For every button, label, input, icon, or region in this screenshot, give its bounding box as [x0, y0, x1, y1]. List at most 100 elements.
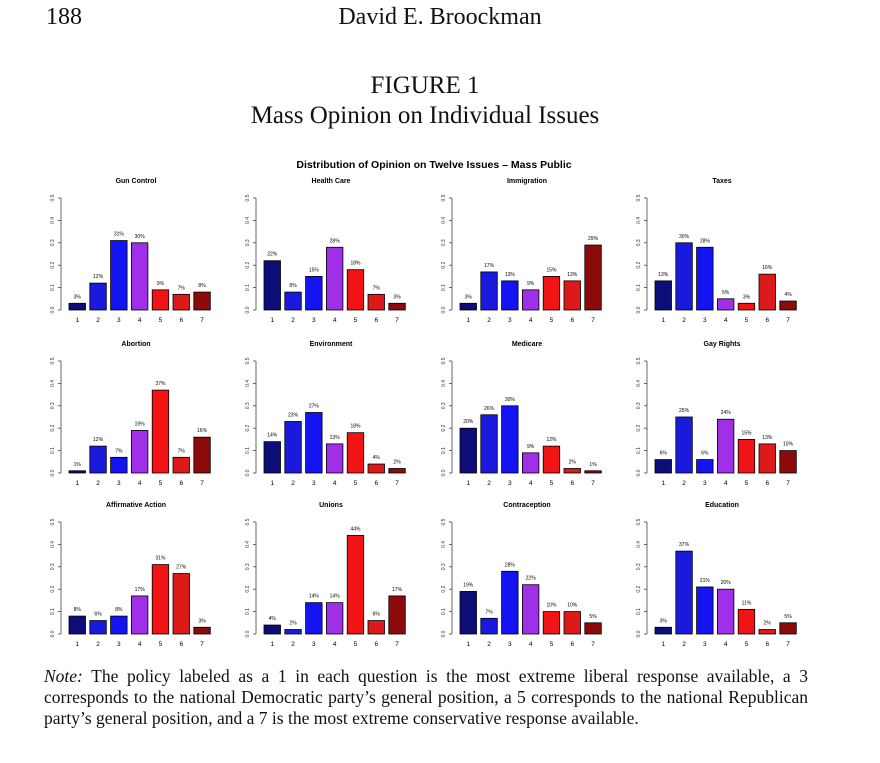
panel-title-abortion: Abortion: [121, 341, 150, 348]
data-label: 13%: [658, 272, 669, 278]
bar-environment-4: [325, 443, 344, 474]
bar-education-4: [717, 588, 735, 635]
data-label: 19%: [463, 582, 474, 588]
bar-unions-1: [263, 624, 281, 635]
bar-medicare-7: [584, 470, 602, 474]
data-label: 15%: [546, 267, 557, 273]
bar-environment-3: [305, 412, 323, 474]
y-tick-label: 0.0: [441, 306, 447, 313]
bar-immigration-2: [480, 271, 498, 311]
panel-title-unions: Unions: [319, 502, 343, 509]
y-tick-label: 0.0: [245, 306, 251, 313]
bar-taxes-4: [717, 298, 735, 311]
y-tick-label: 0.3: [636, 402, 642, 409]
x-tick-label: 1: [75, 641, 79, 648]
data-label: 3%: [743, 294, 751, 300]
data-label: 9%: [157, 281, 165, 287]
x-tick-label: 1: [270, 480, 274, 487]
bar-gun-control-2: [89, 282, 107, 311]
panel-title-taxes: Taxes: [712, 178, 731, 185]
data-label: 4%: [373, 455, 381, 461]
y-tick-label: 0.3: [636, 563, 642, 570]
x-tick-label: 6: [179, 317, 183, 324]
x-tick-label: 1: [270, 317, 274, 324]
data-label: 22%: [267, 252, 278, 258]
x-tick-label: 4: [529, 641, 533, 648]
bar-contraception-1: [459, 591, 477, 635]
bar-education-2: [675, 550, 693, 635]
bar-taxes-2: [675, 242, 693, 311]
panel-title-health-care: Health Care: [312, 178, 351, 185]
y-tick-label: 0.5: [636, 357, 642, 364]
bar-abortion-2: [89, 445, 107, 474]
x-tick-label: 6: [765, 317, 769, 324]
data-label: 3%: [393, 294, 401, 300]
x-tick-label: 4: [138, 480, 142, 487]
y-tick-label: 0.4: [245, 217, 251, 224]
y-tick-label: 0.0: [636, 469, 642, 476]
data-label: 13%: [567, 272, 578, 278]
y-tick-label: 0.2: [636, 586, 642, 593]
x-tick-label: 2: [487, 317, 491, 324]
y-tick-label: 0.2: [50, 586, 56, 593]
bar-affirmative-action-3: [110, 615, 128, 635]
x-tick-label: 1: [466, 641, 470, 648]
y-tick-label: 0.4: [50, 380, 56, 387]
data-label: 1%: [589, 462, 597, 468]
x-tick-label: 3: [117, 480, 121, 487]
bar-contraception-4: [522, 584, 540, 635]
y-tick-label: 0.0: [636, 306, 642, 313]
bar-unions-7: [388, 595, 406, 635]
x-tick-label: 6: [570, 480, 574, 487]
data-label: 10%: [783, 442, 794, 448]
bar-health-care-3: [305, 275, 323, 311]
y-tick-label: 0.3: [441, 402, 447, 409]
bar-unions-6: [367, 620, 385, 635]
x-tick-label: 7: [395, 480, 399, 487]
x-tick-label: 6: [765, 641, 769, 648]
y-tick-label: 0.4: [636, 541, 642, 548]
x-tick-label: 4: [724, 480, 728, 487]
y-tick-label: 0.3: [441, 239, 447, 246]
data-label: 26%: [484, 406, 495, 412]
x-tick-label: 1: [661, 641, 665, 648]
x-tick-label: 3: [703, 641, 707, 648]
x-tick-label: 2: [291, 317, 295, 324]
data-label: 12%: [93, 274, 104, 280]
y-tick-label: 0.2: [50, 262, 56, 269]
y-tick-label: 0.1: [441, 447, 447, 454]
x-tick-label: 6: [374, 641, 378, 648]
bar-environment-6: [367, 463, 385, 474]
bar-gun-control-3: [110, 240, 128, 311]
y-tick-label: 0.0: [245, 630, 251, 637]
bar-contraception-6: [563, 611, 581, 635]
x-tick-label: 4: [529, 317, 533, 324]
data-label: 44%: [350, 526, 361, 532]
y-tick-label: 0.4: [245, 541, 251, 548]
y-tick-label: 0.5: [441, 194, 447, 201]
data-label: 2%: [764, 621, 772, 627]
note-text: The policy labeled as a 1 in each questi…: [44, 666, 808, 728]
bar-contraception-3: [501, 570, 519, 635]
data-label: 27%: [176, 565, 187, 571]
data-label: 8%: [198, 283, 206, 289]
bar-affirmative-action-7: [193, 626, 211, 635]
y-tick-label: 0.0: [441, 630, 447, 637]
y-tick-label: 0.4: [50, 541, 56, 548]
data-label: 5%: [784, 614, 792, 620]
bar-abortion-5: [151, 389, 170, 474]
bar-gay-rights-5: [737, 438, 756, 474]
bar-medicare-3: [501, 405, 519, 474]
bar-unions-4: [325, 602, 344, 635]
panel-title-contraception: Contraception: [503, 502, 550, 509]
data-label: 10%: [546, 603, 557, 609]
bar-medicare-1: [459, 427, 477, 474]
bar-environment-2: [284, 421, 302, 474]
data-label: 16%: [762, 265, 773, 271]
bar-gay-rights-3: [696, 459, 714, 474]
x-tick-label: 5: [159, 317, 163, 324]
bar-medicare-5: [542, 445, 561, 474]
data-label: 7%: [115, 448, 123, 454]
x-tick-label: 7: [786, 480, 790, 487]
bar-unions-3: [305, 602, 323, 635]
